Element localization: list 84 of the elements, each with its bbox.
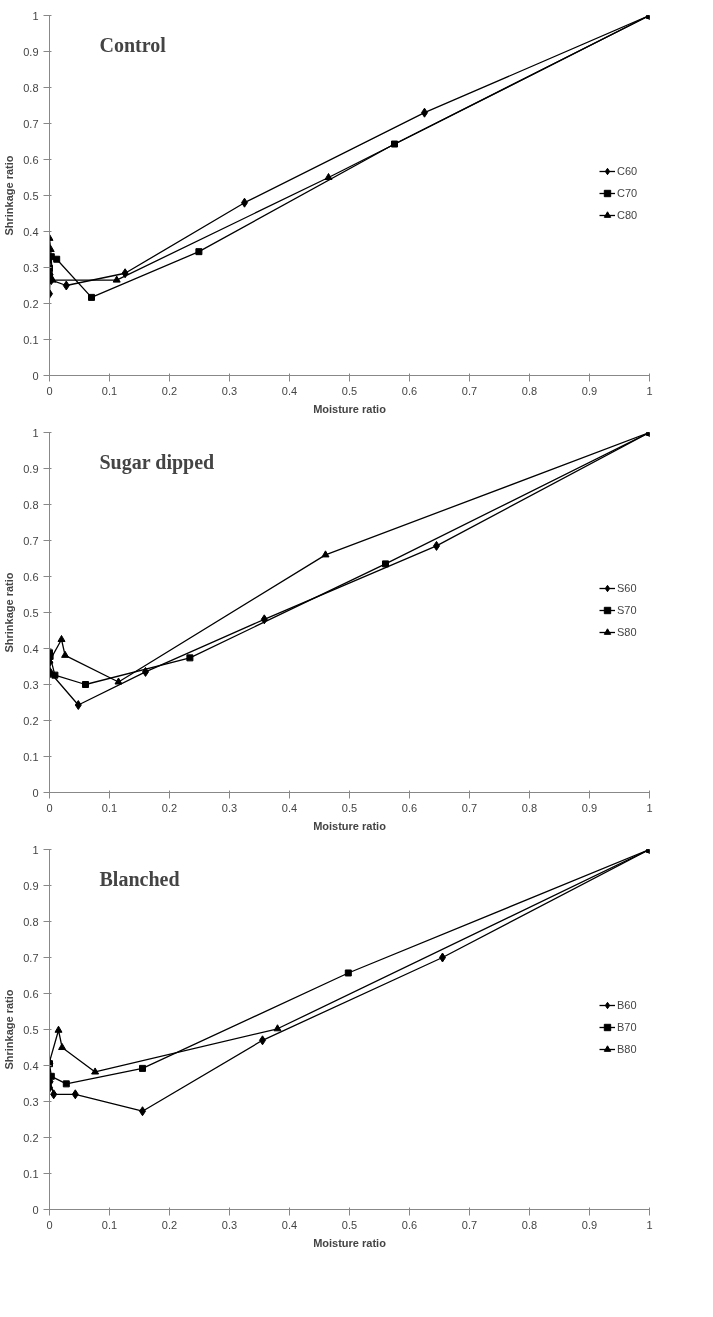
y-tick-label: 0.2 xyxy=(23,297,39,310)
x-tick-label: 0.5 xyxy=(341,801,358,814)
y-tick-label: 0.6 xyxy=(23,987,39,1000)
x-tick-label: 0.4 xyxy=(281,1218,298,1231)
y-tick-label: 0.3 xyxy=(23,261,39,274)
y-tick-label: 1 xyxy=(32,426,39,439)
x-tick-label: 1 xyxy=(646,801,653,814)
legend-label: S70 xyxy=(617,604,637,616)
x-tick-label: 0.6 xyxy=(401,801,418,814)
y-tick-label: 0 xyxy=(32,1203,39,1216)
x-tick-label: 0 xyxy=(46,384,53,397)
x-tick-label: 0.8 xyxy=(521,801,538,814)
legend-label: B70 xyxy=(617,1021,637,1033)
x-tick-label: 0.7 xyxy=(461,1218,478,1231)
x-axis-title: Moisture ratio xyxy=(313,819,387,832)
y-tick-label: 0.3 xyxy=(23,1095,39,1108)
y-tick-label: 0.2 xyxy=(23,714,39,727)
y-tick-label: 0.1 xyxy=(23,333,39,346)
x-tick-label: 0 xyxy=(46,1218,53,1231)
y-tick-label: 0.6 xyxy=(23,153,39,166)
y-tick-label: 0.9 xyxy=(23,879,39,892)
y-tick-label: 0.4 xyxy=(23,642,39,655)
x-tick-label: 0.3 xyxy=(221,384,238,397)
text: Control xyxy=(99,33,167,56)
x-tick-label: 0.8 xyxy=(521,384,538,397)
y-tick-label: 0.3 xyxy=(23,678,39,691)
x-tick-label: 0.1 xyxy=(101,1218,118,1231)
y-tick-label: 0.9 xyxy=(23,45,39,58)
y-tick-label: 1 xyxy=(32,843,39,856)
y-tick-label: 0.5 xyxy=(23,1023,39,1036)
x-tick-label: 0.4 xyxy=(281,801,298,814)
legend-label: S60 xyxy=(617,582,637,594)
x-tick-label: 0.2 xyxy=(161,1218,178,1231)
x-tick-label: 0.1 xyxy=(101,384,118,397)
y-tick-label: 0 xyxy=(32,369,39,382)
y-tick-label: 0.6 xyxy=(23,570,39,583)
y-tick-label: 0.7 xyxy=(23,534,39,547)
y-tick-label: 0.2 xyxy=(23,1131,39,1144)
y-tick-label: 0 xyxy=(32,786,39,799)
x-tick-label: 0.1 xyxy=(101,801,118,814)
y-tick-label: 0.7 xyxy=(23,951,39,964)
y-tick-label: 0.1 xyxy=(23,750,39,763)
y-axis-title: Shrinkage ratio xyxy=(3,155,16,236)
x-tick-label: 0.6 xyxy=(401,384,418,397)
y-tick-label: 0.8 xyxy=(23,498,39,511)
legend-label: S80 xyxy=(617,626,637,638)
y-tick-label: 0.1 xyxy=(23,1167,39,1180)
legend-label: B60 xyxy=(617,999,637,1011)
y-tick-label: 0.8 xyxy=(23,81,39,94)
x-tick-label: 0.7 xyxy=(461,384,478,397)
x-tick-label: 0.2 xyxy=(161,384,178,397)
y-tick-label: 0.9 xyxy=(23,462,39,475)
x-tick-label: 0.2 xyxy=(161,801,178,814)
y-tick-label: 0.4 xyxy=(23,225,39,238)
x-tick-label: 0.6 xyxy=(401,1218,418,1231)
x-tick-label: 0.9 xyxy=(581,1218,598,1231)
legend-label: B80 xyxy=(617,1043,637,1055)
y-axis-title: Shrinkage ratio xyxy=(3,989,16,1070)
x-tick-label: 0.5 xyxy=(341,384,358,397)
x-tick-label: 0.7 xyxy=(461,801,478,814)
text: Blanched xyxy=(99,867,180,890)
y-tick-label: 1 xyxy=(32,9,39,22)
x-tick-label: 1 xyxy=(646,1218,653,1231)
x-tick-label: 1 xyxy=(646,384,653,397)
y-tick-label: 0.5 xyxy=(23,189,39,202)
x-axis-title: Moisture ratio xyxy=(313,1236,387,1249)
x-tick-label: 0.4 xyxy=(281,384,298,397)
text: Sugar dipped xyxy=(99,450,215,474)
legend-label: C60 xyxy=(617,165,638,177)
x-tick-label: 0.8 xyxy=(521,1218,538,1231)
x-tick-label: 0.9 xyxy=(581,801,598,814)
y-tick-label: 0.7 xyxy=(23,117,39,130)
x-tick-label: 0.9 xyxy=(581,384,598,397)
y-tick-label: 0.8 xyxy=(23,915,39,928)
x-tick-label: 0.3 xyxy=(221,801,238,814)
x-tick-label: 0 xyxy=(46,801,53,814)
y-tick-label: 0.4 xyxy=(23,1059,39,1072)
x-tick-label: 0.5 xyxy=(341,1218,358,1231)
x-axis-title: Moisture ratio xyxy=(313,402,387,415)
legend-label: C70 xyxy=(617,187,638,199)
x-tick-label: 0.3 xyxy=(221,1218,238,1231)
legend-label: C80 xyxy=(617,209,638,221)
y-tick-label: 0.5 xyxy=(23,606,39,619)
y-axis-title: Shrinkage ratio xyxy=(3,572,16,653)
